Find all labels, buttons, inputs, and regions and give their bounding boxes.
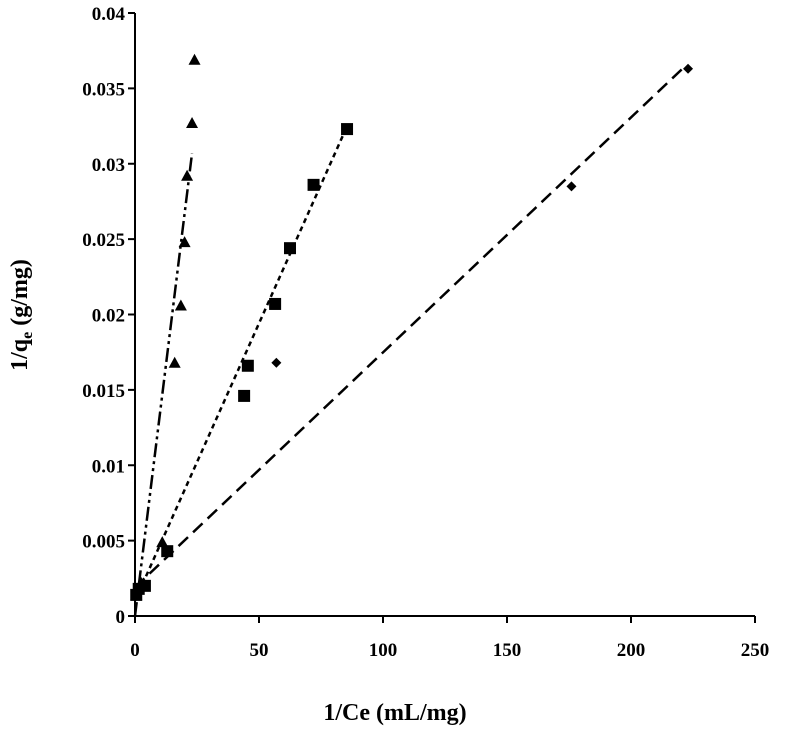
y-tick-label: 0.015 bbox=[82, 381, 125, 402]
y-ticks: 0 0.005 0.01 0.015 0.02 0.025 0.03 0.035 0.04 bbox=[82, 4, 135, 628]
point-triangle bbox=[178, 236, 191, 248]
point-square bbox=[241, 359, 254, 372]
y-tick-label: 0.005 bbox=[82, 532, 125, 553]
point-square bbox=[307, 178, 320, 191]
y-tick-label: 0.03 bbox=[92, 155, 125, 176]
y-tick-label: 0.025 bbox=[82, 230, 125, 251]
trendline-diamond bbox=[134, 64, 687, 589]
point-square bbox=[341, 123, 354, 136]
y-axis-title-rest: (g/mg) bbox=[7, 259, 33, 332]
point-square bbox=[161, 545, 174, 558]
plot-area: 0 50 100 150 200 250 0 0.005 0.01 0.015 0.02 0.025… bbox=[82, 4, 769, 661]
x-tick-label: 50 bbox=[250, 640, 269, 661]
point-triangle bbox=[186, 117, 199, 129]
trendline-square bbox=[133, 128, 347, 602]
trendlines bbox=[133, 64, 687, 617]
point-square bbox=[238, 389, 251, 402]
y-tick-label: 0 bbox=[116, 607, 126, 628]
data-markers bbox=[130, 53, 694, 601]
y-axis-title: 1/qe (g/mg) bbox=[7, 259, 36, 371]
point-square bbox=[284, 242, 296, 255]
x-tick-label: 250 bbox=[741, 640, 770, 661]
point-triangle bbox=[188, 53, 201, 65]
y-tick-label: 0.01 bbox=[92, 456, 125, 477]
y-axis-title-main: 1/q bbox=[7, 338, 33, 371]
x-tick-label: 200 bbox=[617, 640, 646, 661]
trendline-triangle bbox=[133, 153, 194, 617]
x-tick-label: 100 bbox=[369, 640, 398, 661]
x-ticks: 0 50 100 150 200 250 bbox=[130, 616, 769, 661]
point-diamond bbox=[566, 181, 577, 192]
point-diamond bbox=[271, 357, 282, 368]
y-axis-title-subscript: e bbox=[19, 332, 36, 339]
x-axis-title: 1/Ce (mL/mg) bbox=[323, 700, 466, 726]
x-tick-label: 150 bbox=[493, 640, 522, 661]
x-tick-label: 0 bbox=[130, 640, 140, 661]
y-tick-label: 0.02 bbox=[92, 306, 125, 327]
point-diamond bbox=[134, 583, 145, 594]
y-tick-label: 0.04 bbox=[92, 4, 126, 25]
point-triangle bbox=[156, 536, 169, 548]
point-triangle bbox=[168, 356, 181, 368]
point-triangle bbox=[174, 299, 187, 311]
point-triangle bbox=[181, 169, 194, 181]
point-square bbox=[269, 297, 282, 310]
y-tick-label: 0.035 bbox=[82, 79, 125, 100]
point-diamond bbox=[683, 63, 694, 74]
